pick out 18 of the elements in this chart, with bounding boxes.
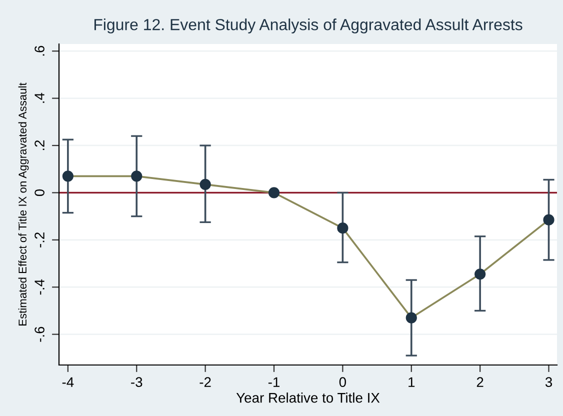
x-tick-label: -3: [131, 377, 142, 388]
chart-title: Figure 12. Event Study Analysis of Aggravated Assult Arrests: [94, 18, 522, 34]
x-tick-label: 2: [476, 377, 484, 387]
y-tick-label: .4: [34, 92, 44, 103]
y-tick-label: .2: [34, 140, 44, 150]
y-tick-label: 0: [34, 189, 44, 196]
y-tick-label: -.2: [34, 232, 44, 248]
x-tick-label: -4: [62, 377, 74, 387]
x-tick-label: 1: [408, 377, 415, 387]
y-tick-label: .6: [34, 46, 44, 56]
x-tick-label: -2: [200, 377, 211, 387]
y-tick-label: -.4: [34, 279, 44, 295]
y-tick-label: -.6: [34, 326, 44, 342]
x-tick-label: 3: [545, 377, 552, 388]
x-tick-label: 0: [339, 377, 346, 388]
x-tick-label: -1: [268, 377, 280, 387]
x-axis-title: Year Relative to Title IX: [236, 392, 380, 403]
y-axis-title: Estimated Effect of Title IX on Aggravated Assault: [18, 82, 29, 326]
